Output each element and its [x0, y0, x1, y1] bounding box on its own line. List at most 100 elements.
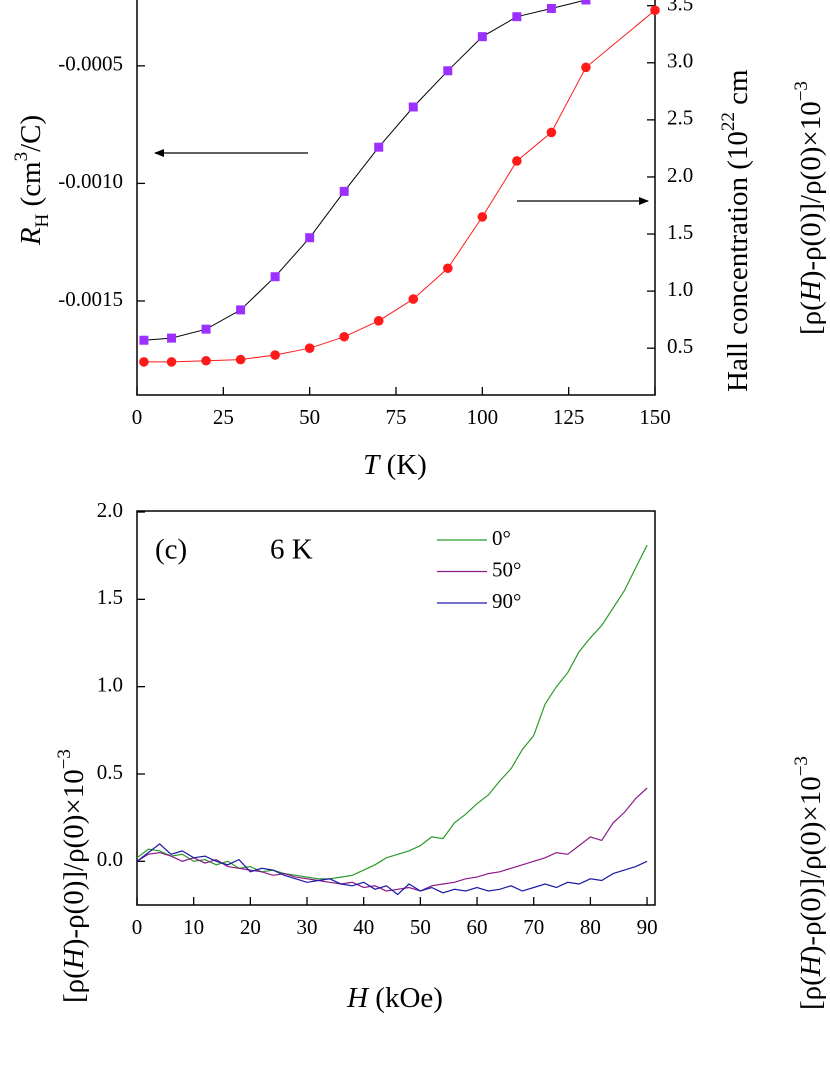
x-axis-label: T (K) [363, 449, 427, 481]
marker [443, 66, 453, 76]
x-tick-label: 50 [299, 405, 320, 429]
x-tick-label: 100 [467, 405, 499, 429]
y2-tick-label: 0.5 [667, 334, 693, 358]
plot-frame [136, 0, 656, 396]
label-part: H [58, 946, 90, 970]
legend-label: 50° [492, 557, 521, 581]
y2-tick-label: 3.5 [667, 0, 693, 16]
legend-label: 0° [492, 526, 511, 550]
marker [201, 355, 211, 366]
marker [408, 102, 418, 112]
marker [236, 305, 246, 315]
marker [650, 5, 660, 16]
marker [512, 12, 522, 22]
x-tick-label: 25 [213, 405, 234, 429]
y-tick-label: 0.0 [97, 847, 123, 871]
marker [443, 263, 453, 274]
y2-tick-label: 2.0 [667, 163, 693, 187]
label-part: −3 [791, 81, 812, 101]
marker [408, 294, 419, 304]
label-part: [ρ( [795, 976, 827, 1010]
y-tick-label: -0.0015 [58, 287, 123, 311]
label-part: Hall concentration (10 [722, 131, 754, 392]
y2-tick-label: 1.5 [667, 220, 693, 244]
y-axis-label: [ρ(H)-ρ(0)]/ρ(0)×10−3 [54, 749, 90, 1003]
y2-tick-label: 1.0 [667, 277, 693, 301]
y-axis-label: RH (cm3/C) [11, 115, 53, 246]
marker [339, 186, 349, 196]
y-tick-label: -0.0010 [58, 169, 123, 193]
label-part: −3 [54, 749, 75, 769]
label-part: (kOe) [368, 982, 443, 1014]
marker [270, 350, 280, 360]
x-tick-label: 20 [240, 915, 261, 939]
marker [581, 62, 591, 73]
y2-tick-label: 3.0 [667, 49, 693, 73]
marker [166, 357, 177, 367]
series-line [143, 9, 656, 363]
series-line [136, 544, 648, 880]
x-tick-label: 10 [183, 915, 204, 939]
y-tick-label: -0.0005 [58, 52, 123, 76]
series-line [143, 0, 587, 341]
label-part: [ρ( [795, 301, 827, 335]
x-tick-label: 70 [523, 915, 544, 939]
label-part: (cm [15, 161, 47, 214]
marker [139, 357, 149, 367]
x-tick-label: 60 [467, 915, 488, 939]
label-part: )-ρ(0)]/ρ(0)×10 [795, 101, 827, 280]
x-tick-label: 50 [410, 915, 431, 939]
y-tick-label: 1.5 [97, 585, 123, 609]
x-tick-label: 40 [353, 915, 374, 939]
label-part: H [795, 953, 827, 977]
marker [270, 272, 280, 282]
label-part: R [15, 227, 47, 246]
legend-label: 90° [492, 589, 521, 613]
series-line [136, 787, 648, 892]
partial-panel-label: [ρ(H)-ρ(0)]/ρ(0)×10−3 [791, 81, 827, 335]
marker [373, 315, 384, 326]
marker [546, 127, 557, 138]
annotation: 6 K [270, 534, 313, 566]
label-part: H [346, 982, 370, 1014]
x-axis-label: H (kOe) [346, 982, 443, 1014]
label-part: /C) [15, 115, 47, 152]
y-tick-label: 1.0 [97, 672, 123, 696]
label-part: −3 [791, 756, 812, 776]
marker [512, 156, 522, 166]
series-line [136, 843, 648, 896]
label-part: (K) [379, 449, 427, 481]
marker [374, 142, 384, 152]
marker [477, 212, 488, 222]
x-tick-label: 150 [639, 405, 671, 429]
marker [167, 333, 177, 343]
label-part: T [363, 449, 381, 481]
x-tick-label: 125 [553, 405, 585, 429]
x-tick-label: 90 [637, 915, 658, 939]
label-part: )-ρ(0)]/ρ(0)×10 [795, 776, 827, 955]
marker [304, 343, 315, 353]
marker [201, 324, 211, 334]
annotation: (c) [155, 534, 187, 566]
label-part: cm [722, 69, 754, 112]
marker [139, 335, 149, 345]
marker [305, 233, 315, 243]
plot-frame [136, 510, 656, 906]
marker [339, 331, 350, 342]
marker [546, 3, 556, 13]
marker [581, 0, 591, 5]
label-part: 3 [11, 152, 32, 162]
label-part: 22 [718, 112, 739, 131]
label-part: [ρ( [58, 969, 90, 1003]
x-tick-label: 30 [297, 915, 318, 939]
y2-tick-label: 2.5 [667, 106, 693, 130]
y-tick-label: 0.5 [97, 760, 123, 784]
x-tick-label: 75 [386, 405, 407, 429]
x-tick-label: 80 [580, 915, 601, 939]
y-tick-label: 2.0 [97, 498, 123, 522]
label-part: H [32, 213, 53, 227]
y2-axis-label: Hall concentration (1022 cm [718, 69, 754, 392]
partial-panel-label: [ρ(H)-ρ(0)]/ρ(0)×10−3 [791, 756, 827, 1010]
marker [235, 354, 246, 365]
